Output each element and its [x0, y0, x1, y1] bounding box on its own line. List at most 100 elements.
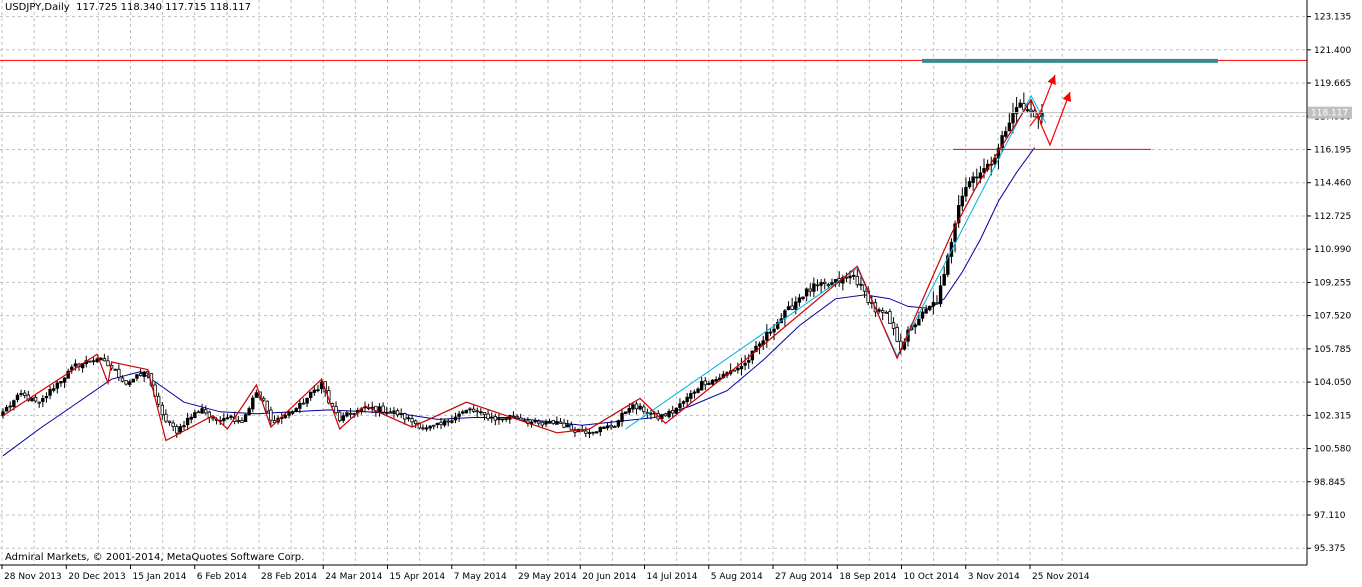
- candle: [428, 424, 432, 432]
- candle-body: [99, 357, 103, 361]
- candle-body: [200, 408, 204, 414]
- y-tick-label: 114.460: [1314, 179, 1351, 189]
- candle-body: [953, 223, 957, 242]
- candle-body: [450, 420, 454, 423]
- candle-body: [15, 394, 20, 401]
- candle-body: [156, 395, 161, 405]
- candle: [240, 417, 244, 424]
- candle-body: [667, 410, 671, 418]
- candle-body: [142, 371, 146, 377]
- candle: [102, 353, 107, 362]
- candle: [844, 272, 849, 283]
- candle-body: [685, 396, 689, 403]
- candle-body: [127, 381, 132, 385]
- candle: [91, 357, 96, 366]
- candle-body: [671, 409, 675, 414]
- candle: [497, 414, 501, 425]
- candle: [584, 426, 588, 438]
- candle: [135, 374, 139, 382]
- candle-body: [298, 403, 302, 409]
- candle: [464, 409, 469, 414]
- candle: [392, 406, 396, 418]
- candle-body: [877, 309, 881, 312]
- candle: [768, 328, 773, 336]
- candle-body: [341, 415, 345, 421]
- candle-body: [290, 411, 295, 414]
- candle-body: [403, 413, 407, 420]
- candle-body: [504, 418, 508, 420]
- candle-body: [254, 392, 259, 398]
- candle: [515, 414, 519, 419]
- candle: [960, 187, 964, 212]
- candle-body: [859, 283, 863, 286]
- y-tick-label: 107.520: [1314, 312, 1351, 322]
- candle: [113, 368, 117, 371]
- y-tick-label: 105.785: [1314, 345, 1351, 355]
- candle-body: [497, 418, 501, 421]
- candle-body: [167, 420, 172, 423]
- candle: [859, 275, 863, 291]
- candle-body: [765, 331, 769, 341]
- candle: [928, 305, 932, 312]
- x-tick-label: 5 Aug 2014: [711, 572, 763, 582]
- x-tick-label: 10 Oct 2014: [904, 572, 960, 582]
- candle-body: [171, 422, 175, 427]
- candle: [341, 412, 345, 423]
- x-tick-label: 27 Aug 2014: [775, 572, 833, 582]
- candle-body: [106, 360, 110, 367]
- candle: [920, 308, 925, 322]
- candle-body: [12, 400, 16, 408]
- candle: [736, 362, 740, 374]
- candle-body: [605, 425, 610, 429]
- candle: [533, 417, 537, 424]
- candle-body: [305, 397, 309, 404]
- candle: [685, 392, 689, 406]
- candle-body: [348, 412, 353, 415]
- candle: [598, 426, 602, 436]
- candle-body: [917, 318, 921, 326]
- candle: [316, 384, 320, 393]
- candle-body: [783, 310, 787, 319]
- candle: [385, 406, 389, 417]
- candle-body: [120, 377, 125, 382]
- candle: [699, 377, 704, 391]
- candle-body: [736, 367, 740, 371]
- candle: [804, 287, 809, 302]
- candle-body: [272, 419, 277, 424]
- candle-body: [319, 381, 324, 390]
- candle-body: [732, 369, 736, 372]
- candle-body: [1033, 110, 1037, 118]
- candle: [294, 407, 298, 413]
- candle-body: [1025, 109, 1030, 112]
- candle-body: [1014, 107, 1019, 115]
- candle-body: [949, 241, 954, 257]
- candle-body: [247, 408, 251, 416]
- candle: [345, 410, 349, 418]
- candle: [120, 375, 125, 383]
- candle: [247, 406, 251, 416]
- candle: [388, 407, 393, 414]
- candle: [642, 404, 646, 415]
- candle-body: [689, 393, 693, 399]
- candle: [877, 307, 881, 314]
- candle: [880, 307, 885, 321]
- candle: [681, 400, 686, 408]
- candle-body: [196, 411, 201, 414]
- candle: [435, 422, 440, 429]
- candle-body: [294, 408, 298, 412]
- candle: [616, 419, 621, 428]
- candle-body: [135, 374, 139, 379]
- candle-body: [287, 411, 291, 416]
- candle-body: [482, 412, 487, 415]
- candle-body: [88, 360, 92, 363]
- candle: [566, 419, 570, 428]
- candle: [493, 413, 498, 426]
- candle: [62, 377, 67, 388]
- candle: [808, 283, 812, 297]
- candle: [243, 413, 248, 423]
- candle-body: [261, 397, 266, 401]
- candle: [403, 412, 407, 425]
- candle-body: [913, 324, 917, 328]
- candle: [461, 409, 465, 415]
- candle: [634, 401, 639, 415]
